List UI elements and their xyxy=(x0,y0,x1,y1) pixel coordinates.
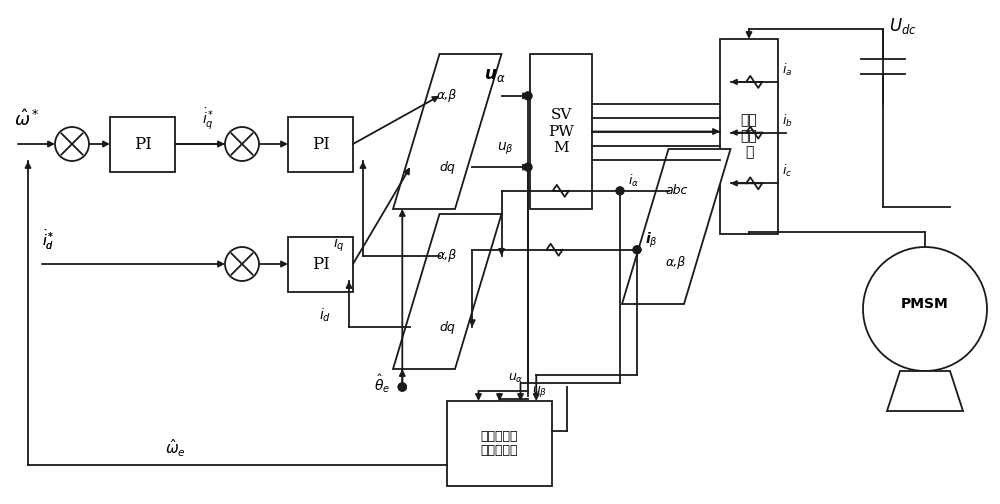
Text: $u_{\alpha}$: $u_{\alpha}$ xyxy=(508,372,524,385)
Text: SV
PW
M: SV PW M xyxy=(548,108,574,155)
Text: $i_c$: $i_c$ xyxy=(782,163,792,179)
Text: $i_{\alpha}$: $i_{\alpha}$ xyxy=(628,173,639,189)
FancyBboxPatch shape xyxy=(530,54,592,209)
Text: $U_{dc}$: $U_{dc}$ xyxy=(889,16,917,36)
Text: PMSM: PMSM xyxy=(901,297,949,311)
Text: α,β: α,β xyxy=(666,256,686,269)
Polygon shape xyxy=(887,371,963,411)
Text: $u_{\beta}$: $u_{\beta}$ xyxy=(497,141,513,157)
Text: dq: dq xyxy=(439,161,455,174)
Text: $i_a$: $i_a$ xyxy=(782,62,792,78)
Circle shape xyxy=(616,187,624,195)
Text: dq: dq xyxy=(439,321,455,334)
Text: α,β: α,β xyxy=(437,89,457,102)
Circle shape xyxy=(863,247,987,371)
Text: $u_{\beta}$: $u_{\beta}$ xyxy=(532,384,548,399)
Text: $i_q$: $i_q$ xyxy=(333,235,345,254)
Text: abc: abc xyxy=(665,184,687,198)
Polygon shape xyxy=(622,149,730,304)
FancyBboxPatch shape xyxy=(110,117,175,172)
Text: PI: PI xyxy=(312,136,329,153)
Circle shape xyxy=(524,92,532,100)
Polygon shape xyxy=(393,214,502,369)
Circle shape xyxy=(55,127,89,161)
FancyBboxPatch shape xyxy=(288,237,353,292)
FancyBboxPatch shape xyxy=(288,117,353,172)
Circle shape xyxy=(633,246,641,254)
Circle shape xyxy=(398,383,406,391)
Text: $\hat{\theta}_e$: $\hat{\theta}_e$ xyxy=(374,373,390,396)
Text: $i_b$: $i_b$ xyxy=(782,112,793,129)
Polygon shape xyxy=(393,54,502,209)
Text: $\dot{i}_q^*$: $\dot{i}_q^*$ xyxy=(202,106,215,132)
Text: PI: PI xyxy=(134,136,151,153)
Circle shape xyxy=(225,247,259,281)
Text: $\hat{\omega}^*$: $\hat{\omega}^*$ xyxy=(14,109,40,130)
Text: $\boldsymbol{u}_{\alpha}$: $\boldsymbol{u}_{\alpha}$ xyxy=(484,66,506,84)
Text: 三相
逆变
器: 三相 逆变 器 xyxy=(741,113,757,160)
Circle shape xyxy=(398,383,406,391)
Text: 反电势前馈
滑模观测器: 反电势前馈 滑模观测器 xyxy=(481,429,518,458)
Text: $\boldsymbol{i}_{\beta}$: $\boldsymbol{i}_{\beta}$ xyxy=(645,231,658,250)
Text: $i_d$: $i_d$ xyxy=(319,306,331,324)
Circle shape xyxy=(225,127,259,161)
Text: $\dot{i}_d^*$: $\dot{i}_d^*$ xyxy=(42,228,54,252)
FancyBboxPatch shape xyxy=(720,39,778,234)
Text: $\dot{i}_d^*$: $\dot{i}_d^*$ xyxy=(42,228,54,252)
Text: α,β: α,β xyxy=(437,249,457,263)
Circle shape xyxy=(524,163,532,171)
FancyBboxPatch shape xyxy=(447,401,552,486)
Text: PI: PI xyxy=(312,256,329,273)
Text: $\hat{\omega}_e$: $\hat{\omega}_e$ xyxy=(165,438,185,460)
